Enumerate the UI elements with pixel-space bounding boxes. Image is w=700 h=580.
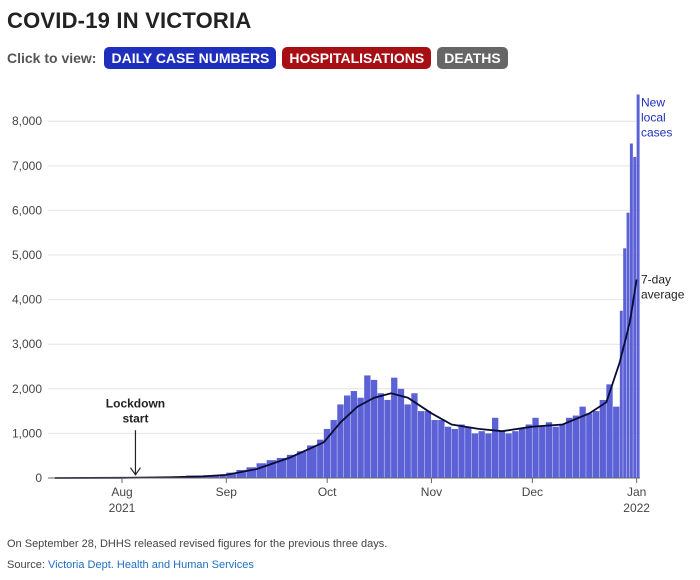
bar xyxy=(384,399,391,478)
bar xyxy=(317,439,324,478)
x-tick-label: Aug xyxy=(111,485,132,499)
y-tick-label: 3,000 xyxy=(12,337,42,351)
annotations: Lockdown start xyxy=(106,396,165,476)
page-title: COVID-19 IN VICTORIA xyxy=(7,8,252,33)
bar xyxy=(307,445,317,478)
bar xyxy=(465,426,472,478)
bar xyxy=(246,467,257,478)
x-tick-year-label: 2021 xyxy=(109,501,136,515)
bar xyxy=(613,406,620,478)
series-labels: New local cases 7-day average xyxy=(641,95,685,301)
source-link[interactable]: Victoria Dept. Health and Human Services xyxy=(47,559,254,571)
bar xyxy=(364,375,371,478)
bar xyxy=(418,411,425,478)
lockdown-arrowhead xyxy=(129,467,141,476)
bar xyxy=(606,384,613,478)
bar xyxy=(592,411,600,478)
y-tick-label: 6,000 xyxy=(12,203,42,217)
source-label: Source: xyxy=(7,559,45,571)
bar xyxy=(636,94,640,478)
bar xyxy=(552,426,559,478)
y-tick-label: 5,000 xyxy=(12,248,42,262)
bar xyxy=(370,379,378,478)
average-line xyxy=(54,279,638,479)
chart-bars xyxy=(71,94,640,478)
x-tick-label: Sep xyxy=(216,485,238,499)
deaths-button[interactable]: DEATHS xyxy=(437,47,508,69)
bar xyxy=(266,460,277,478)
bar xyxy=(505,433,512,478)
bar xyxy=(344,395,351,478)
bar xyxy=(424,411,432,478)
bar xyxy=(633,156,637,478)
y-tick-label: 7,000 xyxy=(12,159,42,173)
source-line: Source: Victoria Dept. Health and Human … xyxy=(7,559,254,571)
bar xyxy=(451,428,458,478)
bar xyxy=(357,397,364,478)
bar xyxy=(471,433,479,478)
bar xyxy=(444,426,452,478)
y-tick-label: 2,000 xyxy=(12,382,42,396)
bar xyxy=(492,417,499,478)
bar xyxy=(586,413,593,478)
bar xyxy=(323,428,331,478)
bar xyxy=(226,472,236,478)
y-tick-label: 8,000 xyxy=(12,114,42,128)
bar xyxy=(559,424,566,478)
bar xyxy=(599,399,606,478)
bar xyxy=(296,451,307,478)
view-toggle-group: Click to view: DAILY CASE NUMBERS HOSPIT… xyxy=(7,47,508,69)
x-tick-label: Dec xyxy=(522,485,543,499)
bar xyxy=(337,404,344,478)
bar xyxy=(330,420,337,478)
bar xyxy=(411,393,418,478)
bar xyxy=(236,469,247,478)
bar xyxy=(498,431,506,478)
bar xyxy=(545,422,553,478)
bar xyxy=(377,393,384,478)
bar xyxy=(219,474,226,478)
bar xyxy=(579,406,586,478)
chart-grid xyxy=(48,120,640,434)
bar xyxy=(431,420,438,478)
bar xyxy=(458,424,465,478)
bar xyxy=(404,404,411,478)
bar xyxy=(626,212,630,478)
footnote: On September 28, DHHS released revised f… xyxy=(7,538,388,550)
bar xyxy=(512,431,519,478)
x-tick-label: Oct xyxy=(318,485,337,499)
y-axis: 0 1,000 2,000 3,000 4,000 5,000 6,000 7,000 8,00… xyxy=(12,114,42,485)
bar xyxy=(256,463,267,478)
bar xyxy=(566,417,573,478)
x-tick-year-label: 2022 xyxy=(623,501,650,515)
bar xyxy=(572,415,580,478)
bar xyxy=(391,377,398,478)
bar xyxy=(478,431,485,478)
bar xyxy=(525,424,532,478)
bar xyxy=(619,310,623,478)
y-tick-label: 4,000 xyxy=(12,293,42,307)
bar xyxy=(350,391,358,478)
y-tick-label: 0 xyxy=(35,471,42,485)
bar xyxy=(518,428,526,478)
new-local-cases-label: New local cases xyxy=(641,95,672,139)
bar xyxy=(286,454,297,478)
toggle-label: Click to view: xyxy=(7,50,97,66)
x-tick-label: Jan xyxy=(627,485,646,499)
lockdown-annotation-label: Lockdown start xyxy=(106,396,165,425)
bar xyxy=(438,420,445,478)
hospitalisations-button[interactable]: HOSPITALISATIONS xyxy=(282,47,432,69)
seven-day-average-label: 7-day average xyxy=(641,273,685,302)
y-tick-label: 1,000 xyxy=(12,426,42,440)
x-tick-label: Nov xyxy=(421,485,442,499)
daily-case-numbers-button[interactable]: DAILY CASE NUMBERS xyxy=(104,47,277,69)
x-axis: Aug 2021 Sep Oct Nov Dec Jan 2022 xyxy=(109,478,650,515)
bar xyxy=(397,388,405,478)
bar xyxy=(623,248,627,478)
bar xyxy=(276,457,287,478)
bar xyxy=(485,433,492,478)
bar xyxy=(539,426,546,478)
bar xyxy=(532,417,539,478)
case-chart: 0 1,000 2,000 3,000 4,000 5,000 6,000 7,000 8,00… xyxy=(12,94,685,515)
